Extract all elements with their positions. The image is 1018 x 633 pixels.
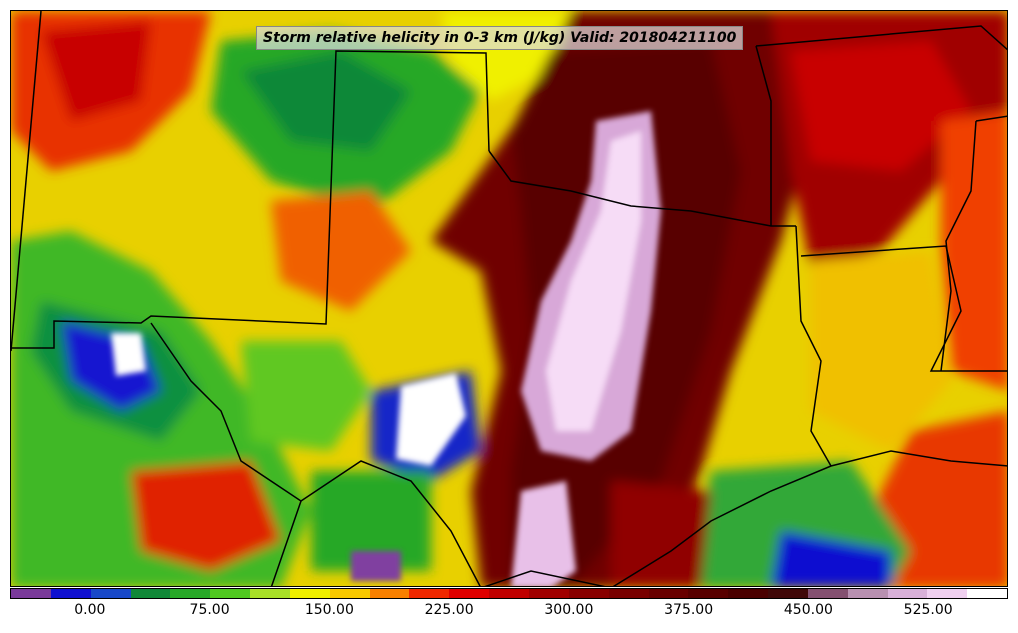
colorbar-swatch: [369, 589, 410, 598]
colorbar-swatch: [967, 589, 1008, 598]
colorbar-swatch: [409, 589, 450, 598]
border-mexico: [300, 460, 481, 586]
state-boundaries: [11, 11, 1007, 586]
state-line-ms-river: [940, 120, 977, 372]
colorbar-swatch: [90, 589, 131, 598]
colorbar-swatch: [170, 589, 211, 598]
colorbar-tick-label: 225.00: [424, 602, 474, 618]
colorbar-ticks: 0.00 75.00 150.00 225.00 300.00 375.00 450.00 5…: [10, 600, 1008, 630]
colorbar-swatch: [847, 589, 888, 598]
state-line-ok-ar: [755, 45, 772, 226]
colorbar-swatch: [50, 589, 91, 598]
coast-south: [484, 570, 606, 586]
colorbar-swatch: [728, 589, 769, 598]
colorbar-swatch: [449, 589, 490, 598]
colorbar-tick-label: 150.00: [304, 602, 354, 618]
gulf-coastline: [612, 450, 1007, 586]
colorbar-swatch: [887, 589, 928, 598]
state-line-tx-west: [150, 322, 302, 586]
colorbar: [10, 588, 1008, 599]
colorbar-swatch: [528, 589, 569, 598]
helicity-map: [11, 11, 1007, 586]
colorbar-tick-label: 375.00: [664, 602, 714, 618]
colorbar-swatch: [768, 589, 808, 598]
colorbar-tick-label: 0.00: [74, 602, 106, 618]
state-line-north: [755, 25, 1007, 51]
colorbar-swatch: [927, 589, 968, 598]
colorbar-swatch: [648, 589, 689, 598]
colorbar-swatch: [250, 589, 290, 598]
state-line-ms: [975, 115, 1007, 122]
colorbar-swatch: [807, 589, 848, 598]
state-line-nm-co: [11, 50, 490, 349]
colorbar-swatch: [568, 589, 609, 598]
colorbar-swatch: [489, 589, 529, 598]
colorbar-tick-label: 450.00: [783, 602, 833, 618]
map-panel: Storm relative helicity in 0-3 km (J/kg)…: [10, 10, 1008, 587]
state-line-ar-la: [800, 245, 1007, 372]
colorbar-swatch: [289, 589, 330, 598]
colorbar-tick-label: 75.00: [189, 602, 230, 618]
colorbar-swatch: [130, 589, 171, 598]
high-helicity-core: [111, 111, 661, 586]
colorbar-tick-label: 525.00: [903, 602, 953, 618]
colorbar-swatch: [11, 589, 51, 598]
state-line-west: [11, 11, 42, 352]
colorbar-swatch: [608, 589, 649, 598]
colorbar-tick-label: 300.00: [544, 602, 594, 618]
state-line-tx-la: [795, 225, 832, 467]
map-title: Storm relative helicity in 0-3 km (J/kg)…: [256, 26, 744, 50]
colorbar-swatch: [329, 589, 370, 598]
colorbar-swatch: [210, 589, 251, 598]
colorbar-swatch: [688, 589, 729, 598]
